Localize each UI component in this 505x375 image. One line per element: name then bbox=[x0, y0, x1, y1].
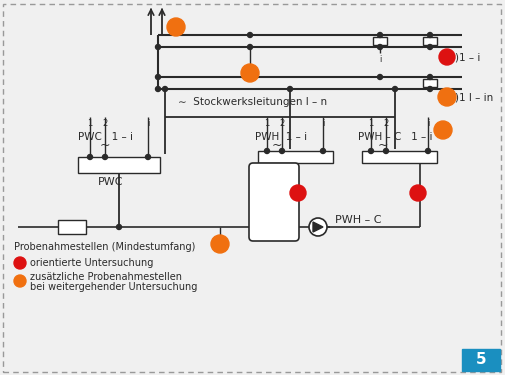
Circle shape bbox=[211, 235, 229, 253]
Bar bbox=[361, 151, 436, 163]
Text: ~: ~ bbox=[272, 138, 282, 152]
Circle shape bbox=[116, 225, 121, 230]
Text: ~: ~ bbox=[100, 138, 110, 152]
Text: PWC   1 – i: PWC 1 – i bbox=[78, 132, 133, 142]
Bar bbox=[78, 157, 160, 173]
Polygon shape bbox=[313, 222, 322, 232]
Text: )1 – i: )1 – i bbox=[454, 52, 479, 62]
Circle shape bbox=[167, 18, 185, 36]
Bar bbox=[372, 37, 386, 45]
Text: 1: 1 bbox=[87, 119, 92, 128]
Circle shape bbox=[289, 185, 306, 201]
Circle shape bbox=[377, 45, 382, 50]
Circle shape bbox=[14, 257, 26, 269]
Text: PWH – C   1 – i: PWH – C 1 – i bbox=[358, 132, 432, 142]
Text: PWC: PWC bbox=[98, 177, 123, 187]
Text: PWH – C: PWH – C bbox=[334, 215, 381, 225]
Circle shape bbox=[409, 185, 425, 201]
Circle shape bbox=[433, 121, 451, 139]
Text: bei weitergehender Untersuchung: bei weitergehender Untersuchung bbox=[30, 282, 197, 292]
Circle shape bbox=[427, 45, 432, 50]
Text: orientierte Untersuchung: orientierte Untersuchung bbox=[30, 258, 153, 268]
Text: Probenahmestellen (Mindestumfang): Probenahmestellen (Mindestumfang) bbox=[14, 242, 195, 252]
Circle shape bbox=[377, 33, 382, 38]
Text: 2: 2 bbox=[279, 119, 284, 128]
Text: PWH  1 – i: PWH 1 – i bbox=[255, 132, 307, 142]
Circle shape bbox=[377, 75, 382, 80]
Text: i: i bbox=[316, 152, 319, 162]
Circle shape bbox=[320, 148, 325, 153]
Bar bbox=[258, 151, 332, 163]
Circle shape bbox=[87, 154, 92, 159]
Text: 1: 1 bbox=[264, 119, 269, 128]
Circle shape bbox=[427, 33, 432, 38]
Text: i: i bbox=[378, 55, 380, 64]
Text: ~: ~ bbox=[377, 138, 388, 152]
Text: 1: 1 bbox=[368, 119, 373, 128]
Text: Verteiler: Verteiler bbox=[99, 160, 138, 170]
Circle shape bbox=[155, 75, 160, 80]
Circle shape bbox=[392, 87, 397, 92]
Bar bbox=[422, 79, 436, 87]
Text: 2: 2 bbox=[102, 119, 108, 128]
Circle shape bbox=[155, 87, 160, 92]
Text: )1 l – in: )1 l – in bbox=[454, 92, 492, 102]
Circle shape bbox=[368, 148, 373, 153]
Text: (PWH): (PWH) bbox=[258, 197, 289, 207]
Text: i: i bbox=[426, 119, 428, 128]
Text: 5: 5 bbox=[475, 352, 485, 368]
Text: ∼  Stockwerksleitungen l – n: ∼ Stockwerksleitungen l – n bbox=[178, 97, 326, 107]
Text: i: i bbox=[321, 119, 324, 128]
Circle shape bbox=[309, 218, 326, 236]
Text: m³: m³ bbox=[65, 222, 79, 232]
Text: zusätzliche Probenahmestellen: zusätzliche Probenahmestellen bbox=[30, 272, 182, 282]
Circle shape bbox=[247, 75, 252, 80]
FancyBboxPatch shape bbox=[248, 163, 298, 241]
Circle shape bbox=[383, 148, 388, 153]
Circle shape bbox=[247, 33, 252, 38]
Bar bbox=[58, 220, 86, 234]
Circle shape bbox=[264, 148, 269, 153]
Text: 1: 1 bbox=[264, 166, 269, 175]
Circle shape bbox=[240, 64, 259, 82]
Circle shape bbox=[287, 87, 292, 92]
Circle shape bbox=[103, 154, 107, 159]
Text: i: i bbox=[431, 152, 434, 162]
Text: i: i bbox=[146, 119, 149, 128]
Circle shape bbox=[14, 275, 26, 287]
Circle shape bbox=[247, 45, 252, 50]
Circle shape bbox=[155, 45, 160, 50]
Circle shape bbox=[279, 148, 284, 153]
Bar bbox=[422, 37, 436, 45]
Bar bbox=[461, 349, 499, 371]
Circle shape bbox=[438, 49, 454, 65]
Circle shape bbox=[427, 75, 432, 80]
Circle shape bbox=[437, 88, 455, 106]
Circle shape bbox=[425, 148, 430, 153]
Text: 2: 2 bbox=[383, 119, 388, 128]
Circle shape bbox=[162, 87, 167, 92]
Circle shape bbox=[145, 154, 150, 159]
Text: 2: 2 bbox=[279, 166, 284, 175]
Circle shape bbox=[427, 87, 432, 92]
